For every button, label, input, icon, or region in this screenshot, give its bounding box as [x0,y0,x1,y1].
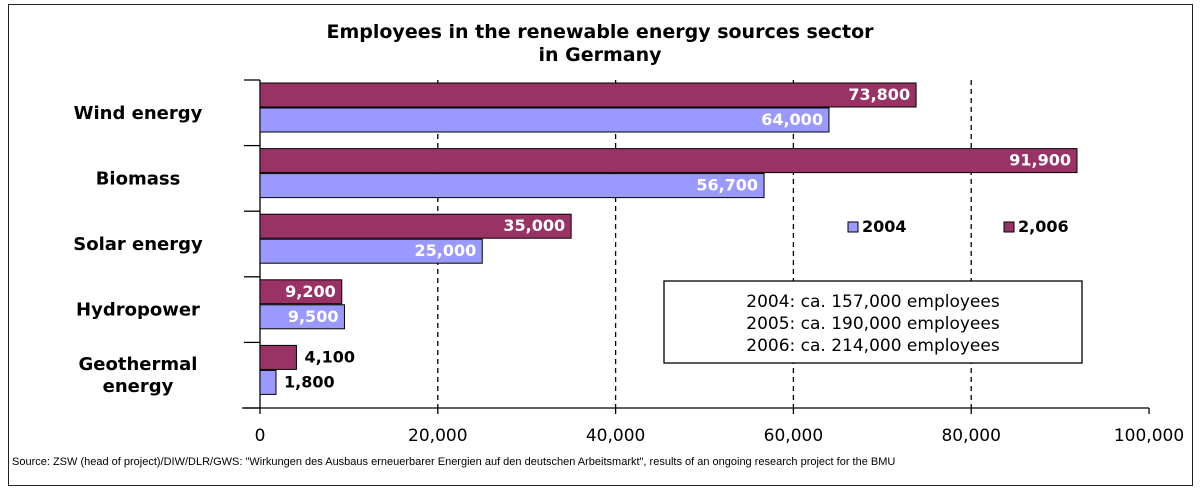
category-label: Solar energy [73,234,203,255]
bar-2004 [259,369,277,395]
legend-label: 2,006 [1018,217,1069,236]
bar-2006 [259,148,1078,174]
bar-2004 [259,173,765,199]
chart-title-line: Employees in the renewable energy source… [326,21,874,43]
data-label-2004: 56,700 [696,176,758,195]
annotation-line: 2006: ca. 214,000 employees [746,336,1000,356]
annotation-line: 2005: ca. 190,000 employees [746,314,1000,334]
data-label-2006: 91,900 [1009,151,1071,170]
x-tick-label: 20,000 [408,426,467,446]
x-tick-label: 0 [255,426,266,446]
category-label: Hydropower [76,300,200,321]
bar-2004 [259,107,830,133]
category-label: energy [103,376,174,397]
category-label: Wind energy [74,103,203,124]
x-tick-label: 60,000 [764,426,823,446]
bar-2004 [259,238,483,264]
bar-2006 [259,213,572,239]
legend-swatch [847,221,859,233]
annotation-line: 2004: ca. 157,000 employees [746,292,1000,312]
category-label: Geothermal [79,354,198,375]
data-label-2006: 9,200 [285,282,336,301]
chart-title-line: in Germany [538,44,662,66]
data-label-2004: 9,500 [288,307,339,326]
data-label-2004: 25,000 [415,241,477,260]
x-tick-label: 100,000 [1114,426,1184,446]
bar-2006 [259,82,917,108]
data-label-2006: 73,800 [848,85,910,104]
category-label: Biomass [96,168,181,189]
x-tick-label: 80,000 [941,426,1000,446]
legend-swatch [1003,221,1015,233]
bar-2004 [259,304,345,330]
bar-2006 [259,344,297,370]
legend-label: 2004 [862,217,907,236]
bar-2006 [259,279,343,305]
annotation-box [663,280,1083,364]
source-note: Source: ZSW (head of project)/DIW/DLR/GW… [12,456,896,468]
data-label-2006: 4,100 [304,347,355,366]
x-tick-label: 40,000 [586,426,645,446]
data-label-2006: 35,000 [503,216,565,235]
data-label-2004: 64,000 [761,110,823,129]
data-label-2004: 1,800 [284,372,335,391]
